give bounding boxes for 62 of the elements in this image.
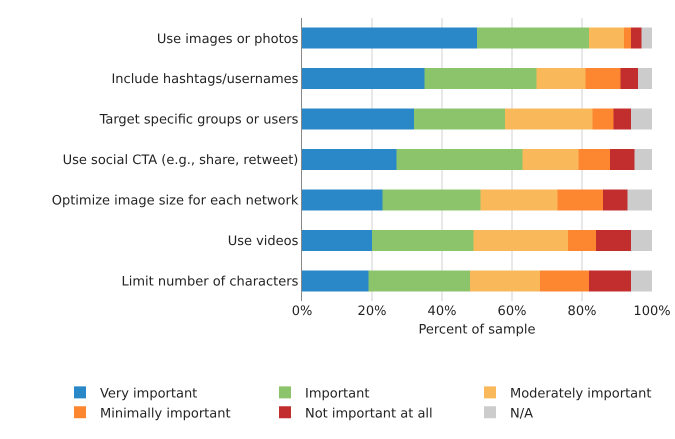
legend-label: N/A [510, 406, 534, 422]
legend-label: Not important at all [305, 406, 433, 422]
bar [302, 148, 396, 170]
bar [634, 148, 652, 170]
legend-label: Very important [100, 386, 198, 402]
x-tick-label: 100% [633, 304, 671, 319]
bar [414, 108, 505, 130]
bar [505, 108, 592, 130]
legend-label: Important [305, 386, 370, 402]
bar [592, 108, 614, 130]
bar [302, 270, 368, 292]
bar [302, 230, 372, 251]
bar [477, 28, 589, 49]
bar [638, 68, 652, 90]
y-tick-label: Target specific groups or users [98, 112, 299, 128]
bar [302, 108, 414, 130]
bar [382, 189, 480, 210]
bar [480, 189, 558, 210]
bar [302, 189, 382, 210]
bar [614, 108, 631, 130]
bar [474, 230, 568, 251]
x-tick-label: 20% [358, 304, 386, 319]
bar [396, 148, 522, 170]
x-tick-label: 80% [568, 304, 596, 319]
y-tick-label: Use images or photos [156, 32, 299, 47]
y-tick-label: Limit number of characters [121, 274, 299, 290]
legend-label: Moderately important [510, 386, 652, 402]
bar [522, 148, 578, 170]
bar [424, 68, 536, 90]
bar [558, 189, 603, 210]
bar [628, 189, 652, 210]
y-tick-label: Optimize image size for each network [52, 193, 299, 208]
x-tick-label: 40% [428, 304, 456, 319]
bar [536, 68, 586, 90]
bar [631, 230, 652, 251]
bar [596, 230, 631, 251]
bar [578, 148, 610, 170]
bar [631, 270, 652, 292]
bar [603, 189, 628, 210]
y-tick-label: Use videos [228, 234, 299, 249]
bar [624, 28, 631, 49]
bar [589, 270, 631, 292]
bar [620, 68, 638, 90]
bar [368, 270, 470, 292]
bar [302, 68, 424, 90]
x-tick-label: 60% [498, 304, 526, 319]
x-axis-title: Percent of sample [418, 322, 536, 338]
bar [589, 28, 624, 49]
x-tick-label: 0% [292, 304, 312, 319]
bar [568, 230, 596, 251]
y-tick-label: Use social CTA (e.g., share, retweet) [62, 153, 298, 168]
bar [642, 28, 652, 49]
y-tick-label: Include hashtags/usernames [111, 72, 299, 88]
bar [372, 230, 474, 251]
bar [470, 270, 540, 292]
bar [302, 28, 477, 49]
bar [610, 148, 634, 170]
bar [586, 68, 620, 90]
bar [631, 28, 642, 49]
bar [631, 108, 652, 130]
bar [540, 270, 589, 292]
legend-label: Minimally important [100, 406, 231, 422]
